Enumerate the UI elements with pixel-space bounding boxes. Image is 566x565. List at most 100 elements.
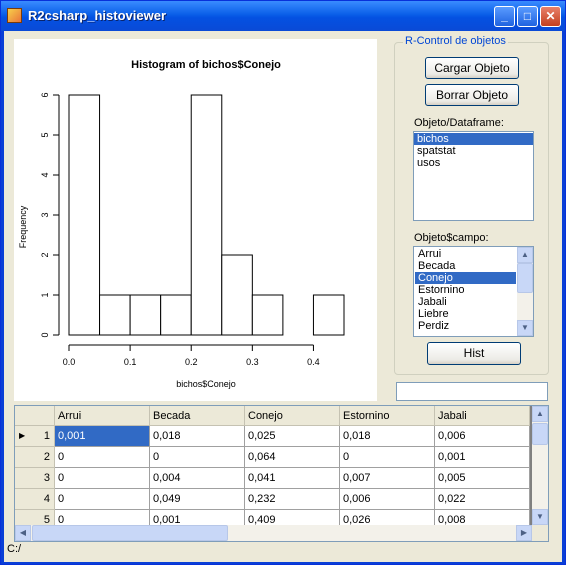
scroll-down-arrow-icon[interactable]: ▼	[517, 320, 533, 336]
grid-scroll-right-icon[interactable]: ▶	[516, 525, 532, 541]
grid-hscroll-thumb[interactable]	[32, 525, 228, 541]
grid-vertical-scrollbar[interactable]: ▲ ▼	[532, 406, 548, 525]
delete-object-button[interactable]: Borrar Objeto	[425, 84, 519, 106]
output-textbox[interactable]	[396, 382, 548, 401]
grid-cell[interactable]: 0	[55, 489, 150, 510]
histogram-bar-6	[251, 294, 284, 336]
x-tick-label: 0.2	[185, 357, 198, 367]
y-tick-label: 2	[40, 252, 50, 257]
objects-list-item[interactable]: bichos	[414, 133, 533, 145]
x-axis-label: bichos$Conejo	[176, 379, 236, 389]
objects-list-item[interactable]: usos	[417, 157, 441, 169]
grid-cell[interactable]: 0	[150, 447, 245, 468]
column-header[interactable]: Conejo	[245, 406, 340, 426]
grid-cell[interactable]: 0,005	[435, 468, 530, 489]
status-path: C:/	[7, 543, 22, 555]
fields-list-item[interactable]: Arrui	[418, 248, 442, 260]
grid-cell[interactable]: 0	[340, 447, 435, 468]
scroll-up-arrow-icon[interactable]: ▲	[517, 247, 533, 263]
fields-list-item[interactable]: Jabali	[418, 296, 447, 308]
grid-cell[interactable]: 0,041	[245, 468, 340, 489]
row-number: 4	[43, 493, 50, 505]
fields-listbox[interactable]: Arrui Becada Conejo Estornino Jabali Liebre Pe…	[413, 246, 534, 337]
histogram-bar-3	[160, 294, 192, 336]
data-grid: Arrui Becada Conejo Estornino Jabali ▶ 1 0,001 0…	[14, 405, 549, 542]
grid-cell[interactable]: 0	[55, 447, 150, 468]
grid-cell[interactable]: 0,004	[150, 468, 245, 489]
x-tick-label: 0.3	[246, 357, 259, 367]
close-button[interactable]: ✕	[540, 6, 561, 27]
grid-cell[interactable]: 0	[55, 468, 150, 489]
row-header[interactable]: 4	[15, 489, 55, 510]
fields-scrollbar[interactable]: ▲ ▼	[517, 247, 533, 336]
y-tick-label: 6	[40, 92, 50, 97]
maximize-button[interactable]: □	[517, 6, 538, 27]
grid-cell[interactable]: 0,006	[435, 426, 530, 447]
title-bar[interactable]: R2csharp_histoviewer _ □ ✕	[1, 1, 565, 31]
fields-list-item[interactable]: Liebre	[418, 308, 449, 320]
grid-scroll-down-icon[interactable]: ▼	[532, 509, 548, 525]
fields-list-item[interactable]: Conejo	[415, 272, 516, 284]
row-number: 2	[43, 451, 50, 463]
fields-label: Objeto$campo:	[414, 232, 489, 244]
grid-cell[interactable]: 0,022	[435, 489, 530, 510]
chart-title: Histogram of bichos$Conejo	[131, 59, 281, 71]
x-tick-label: 0.1	[124, 357, 137, 367]
grid-cell[interactable]: 0,001	[55, 426, 150, 447]
objects-listbox[interactable]: bichos spatstat usos	[413, 131, 534, 221]
row-number: 1	[43, 430, 50, 442]
group-title: R-Control de objetos	[403, 35, 508, 47]
window-title: R2csharp_histoviewer	[28, 8, 167, 23]
fields-list-item[interactable]: Estornino	[418, 284, 465, 296]
grid-scroll-up-icon[interactable]: ▲	[532, 406, 548, 422]
row-number: 3	[43, 472, 50, 484]
histogram-bars	[68, 94, 345, 336]
grid-vscroll-thumb[interactable]	[532, 423, 548, 445]
app-icon	[7, 8, 22, 23]
grid-corner	[532, 525, 548, 541]
grid-cell[interactable]: 0,049	[150, 489, 245, 510]
y-tick-label: 5	[40, 132, 50, 137]
scroll-thumb[interactable]	[517, 263, 533, 293]
y-tick-label: 1	[40, 292, 50, 297]
fields-list-item[interactable]: Becada	[418, 260, 456, 272]
grid-cell[interactable]: 0,007	[340, 468, 435, 489]
grid-corner-header[interactable]	[15, 406, 55, 426]
fields-list-item[interactable]: Perdiz	[418, 320, 450, 332]
current-row-arrow-icon: ▶	[19, 431, 26, 440]
histogram-bar-8	[312, 294, 345, 336]
column-header[interactable]: Arrui	[55, 406, 150, 426]
column-header[interactable]: Jabali	[435, 406, 530, 426]
grid-horizontal-scrollbar[interactable]: ◀ ▶	[15, 525, 532, 541]
y-axis: 0 1 2 3 4 5 6	[40, 92, 60, 338]
hist-button[interactable]: Hist	[427, 342, 521, 365]
histogram-plot: Histogram of bichos$Conejo bichos$Conejo…	[14, 39, 377, 401]
y-axis-label: Frequency	[18, 205, 28, 248]
grid-cell[interactable]: 0,001	[435, 447, 530, 468]
row-number: 5	[43, 514, 50, 526]
grid-cell[interactable]: 0,006	[340, 489, 435, 510]
client-area: Histogram of bichos$Conejo bichos$Conejo…	[4, 31, 562, 562]
grid-cell[interactable]: 0,232	[245, 489, 340, 510]
row-header[interactable]: 2	[15, 447, 55, 468]
x-tick-label: 0.0	[63, 357, 76, 367]
minimize-button[interactable]: _	[494, 6, 515, 27]
row-header[interactable]: 3	[15, 468, 55, 489]
histogram-bar-4	[190, 94, 223, 336]
y-tick-label: 3	[40, 212, 50, 217]
grid-cell[interactable]: 0,025	[245, 426, 340, 447]
objects-list-item[interactable]: spatstat	[417, 145, 456, 157]
row-header[interactable]: ▶ 1	[15, 426, 55, 447]
histogram-bar-0	[68, 94, 101, 336]
histogram-bar-5	[221, 254, 253, 336]
grid-cell[interactable]: 0,064	[245, 447, 340, 468]
column-header[interactable]: Becada	[150, 406, 245, 426]
grid-scroll-left-icon[interactable]: ◀	[15, 525, 31, 541]
grid-cell[interactable]: 0,018	[340, 426, 435, 447]
column-header[interactable]: Estornino	[340, 406, 435, 426]
load-object-button[interactable]: Cargar Objeto	[425, 57, 519, 79]
histogram-bar-1	[99, 294, 131, 336]
y-tick-label: 4	[40, 172, 50, 177]
control-groupbox: R-Control de objetos Cargar Objeto Borra…	[394, 35, 549, 375]
grid-cell[interactable]: 0,018	[150, 426, 245, 447]
